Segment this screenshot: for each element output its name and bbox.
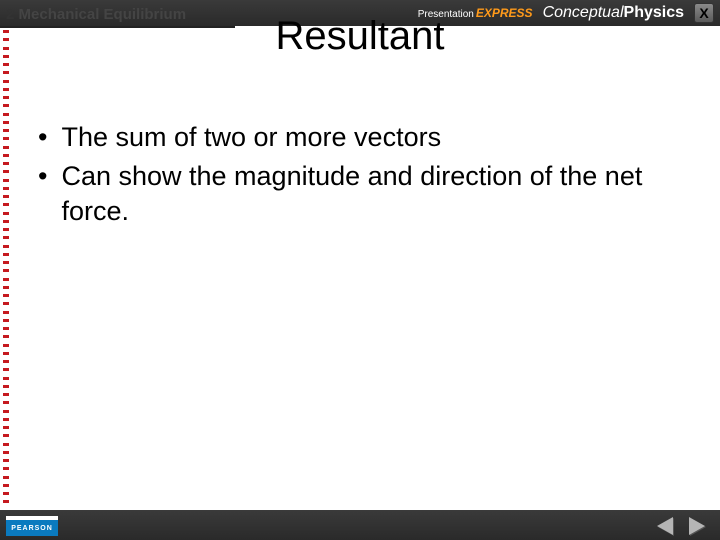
tick [3, 286, 9, 289]
next-slide-button[interactable] [684, 516, 710, 536]
tick [3, 187, 9, 190]
tick [3, 294, 9, 297]
bullet-dot-icon: • [38, 159, 47, 229]
tick [3, 451, 9, 454]
tick [3, 335, 9, 338]
tick [3, 63, 9, 66]
tick [3, 228, 9, 231]
tick [3, 80, 9, 83]
tick [3, 146, 9, 149]
bullet-item: • Can show the magnitude and direction o… [38, 159, 690, 229]
bullet-text: The sum of two or more vectors [61, 120, 441, 155]
tick [3, 129, 9, 132]
tick [3, 88, 9, 91]
tick [3, 484, 9, 487]
tick [3, 253, 9, 256]
tick [3, 401, 9, 404]
tick [3, 319, 9, 322]
bullet-item: • The sum of two or more vectors [38, 120, 690, 155]
tick [3, 368, 9, 371]
tick [3, 236, 9, 239]
tick [3, 467, 9, 470]
tick [3, 492, 9, 495]
bullet-dot-icon: • [38, 120, 47, 155]
tick [3, 212, 9, 215]
tick [3, 352, 9, 355]
tick [3, 170, 9, 173]
tick [3, 418, 9, 421]
chevron-right-icon [689, 517, 705, 535]
tick [3, 426, 9, 429]
tick [3, 220, 9, 223]
bullet-text: Can show the magnitude and direction of … [61, 159, 690, 229]
tick [3, 154, 9, 157]
tick [3, 385, 9, 388]
tick [3, 162, 9, 165]
tick-rail [3, 30, 9, 504]
nav-controls [652, 516, 710, 536]
tick [3, 104, 9, 107]
bottom-bar: PEARSON [0, 510, 720, 540]
tick [3, 195, 9, 198]
chevron-left-icon [657, 517, 673, 535]
tick [3, 434, 9, 437]
tick [3, 261, 9, 264]
tick [3, 377, 9, 380]
slide-body: • The sum of two or more vectors • Can s… [38, 120, 690, 233]
tick [3, 410, 9, 413]
tick [3, 121, 9, 124]
tick [3, 269, 9, 272]
tick [3, 476, 9, 479]
publisher-logo: PEARSON [6, 516, 58, 536]
tick [3, 245, 9, 248]
prev-slide-button[interactable] [652, 516, 678, 536]
tick [3, 344, 9, 347]
tick [3, 96, 9, 99]
tick [3, 443, 9, 446]
tick [3, 203, 9, 206]
tick [3, 360, 9, 363]
tick [3, 393, 9, 396]
tick [3, 179, 9, 182]
tick [3, 327, 9, 330]
tick [3, 137, 9, 140]
tick [3, 459, 9, 462]
tick [3, 71, 9, 74]
tick [3, 278, 9, 281]
tick [3, 302, 9, 305]
slide-title: Resultant [0, 14, 720, 59]
tick [3, 311, 9, 314]
tick [3, 500, 9, 503]
tick [3, 113, 9, 116]
slide: PresentationEXPRESS ConceptualPhysics X … [0, 0, 720, 540]
